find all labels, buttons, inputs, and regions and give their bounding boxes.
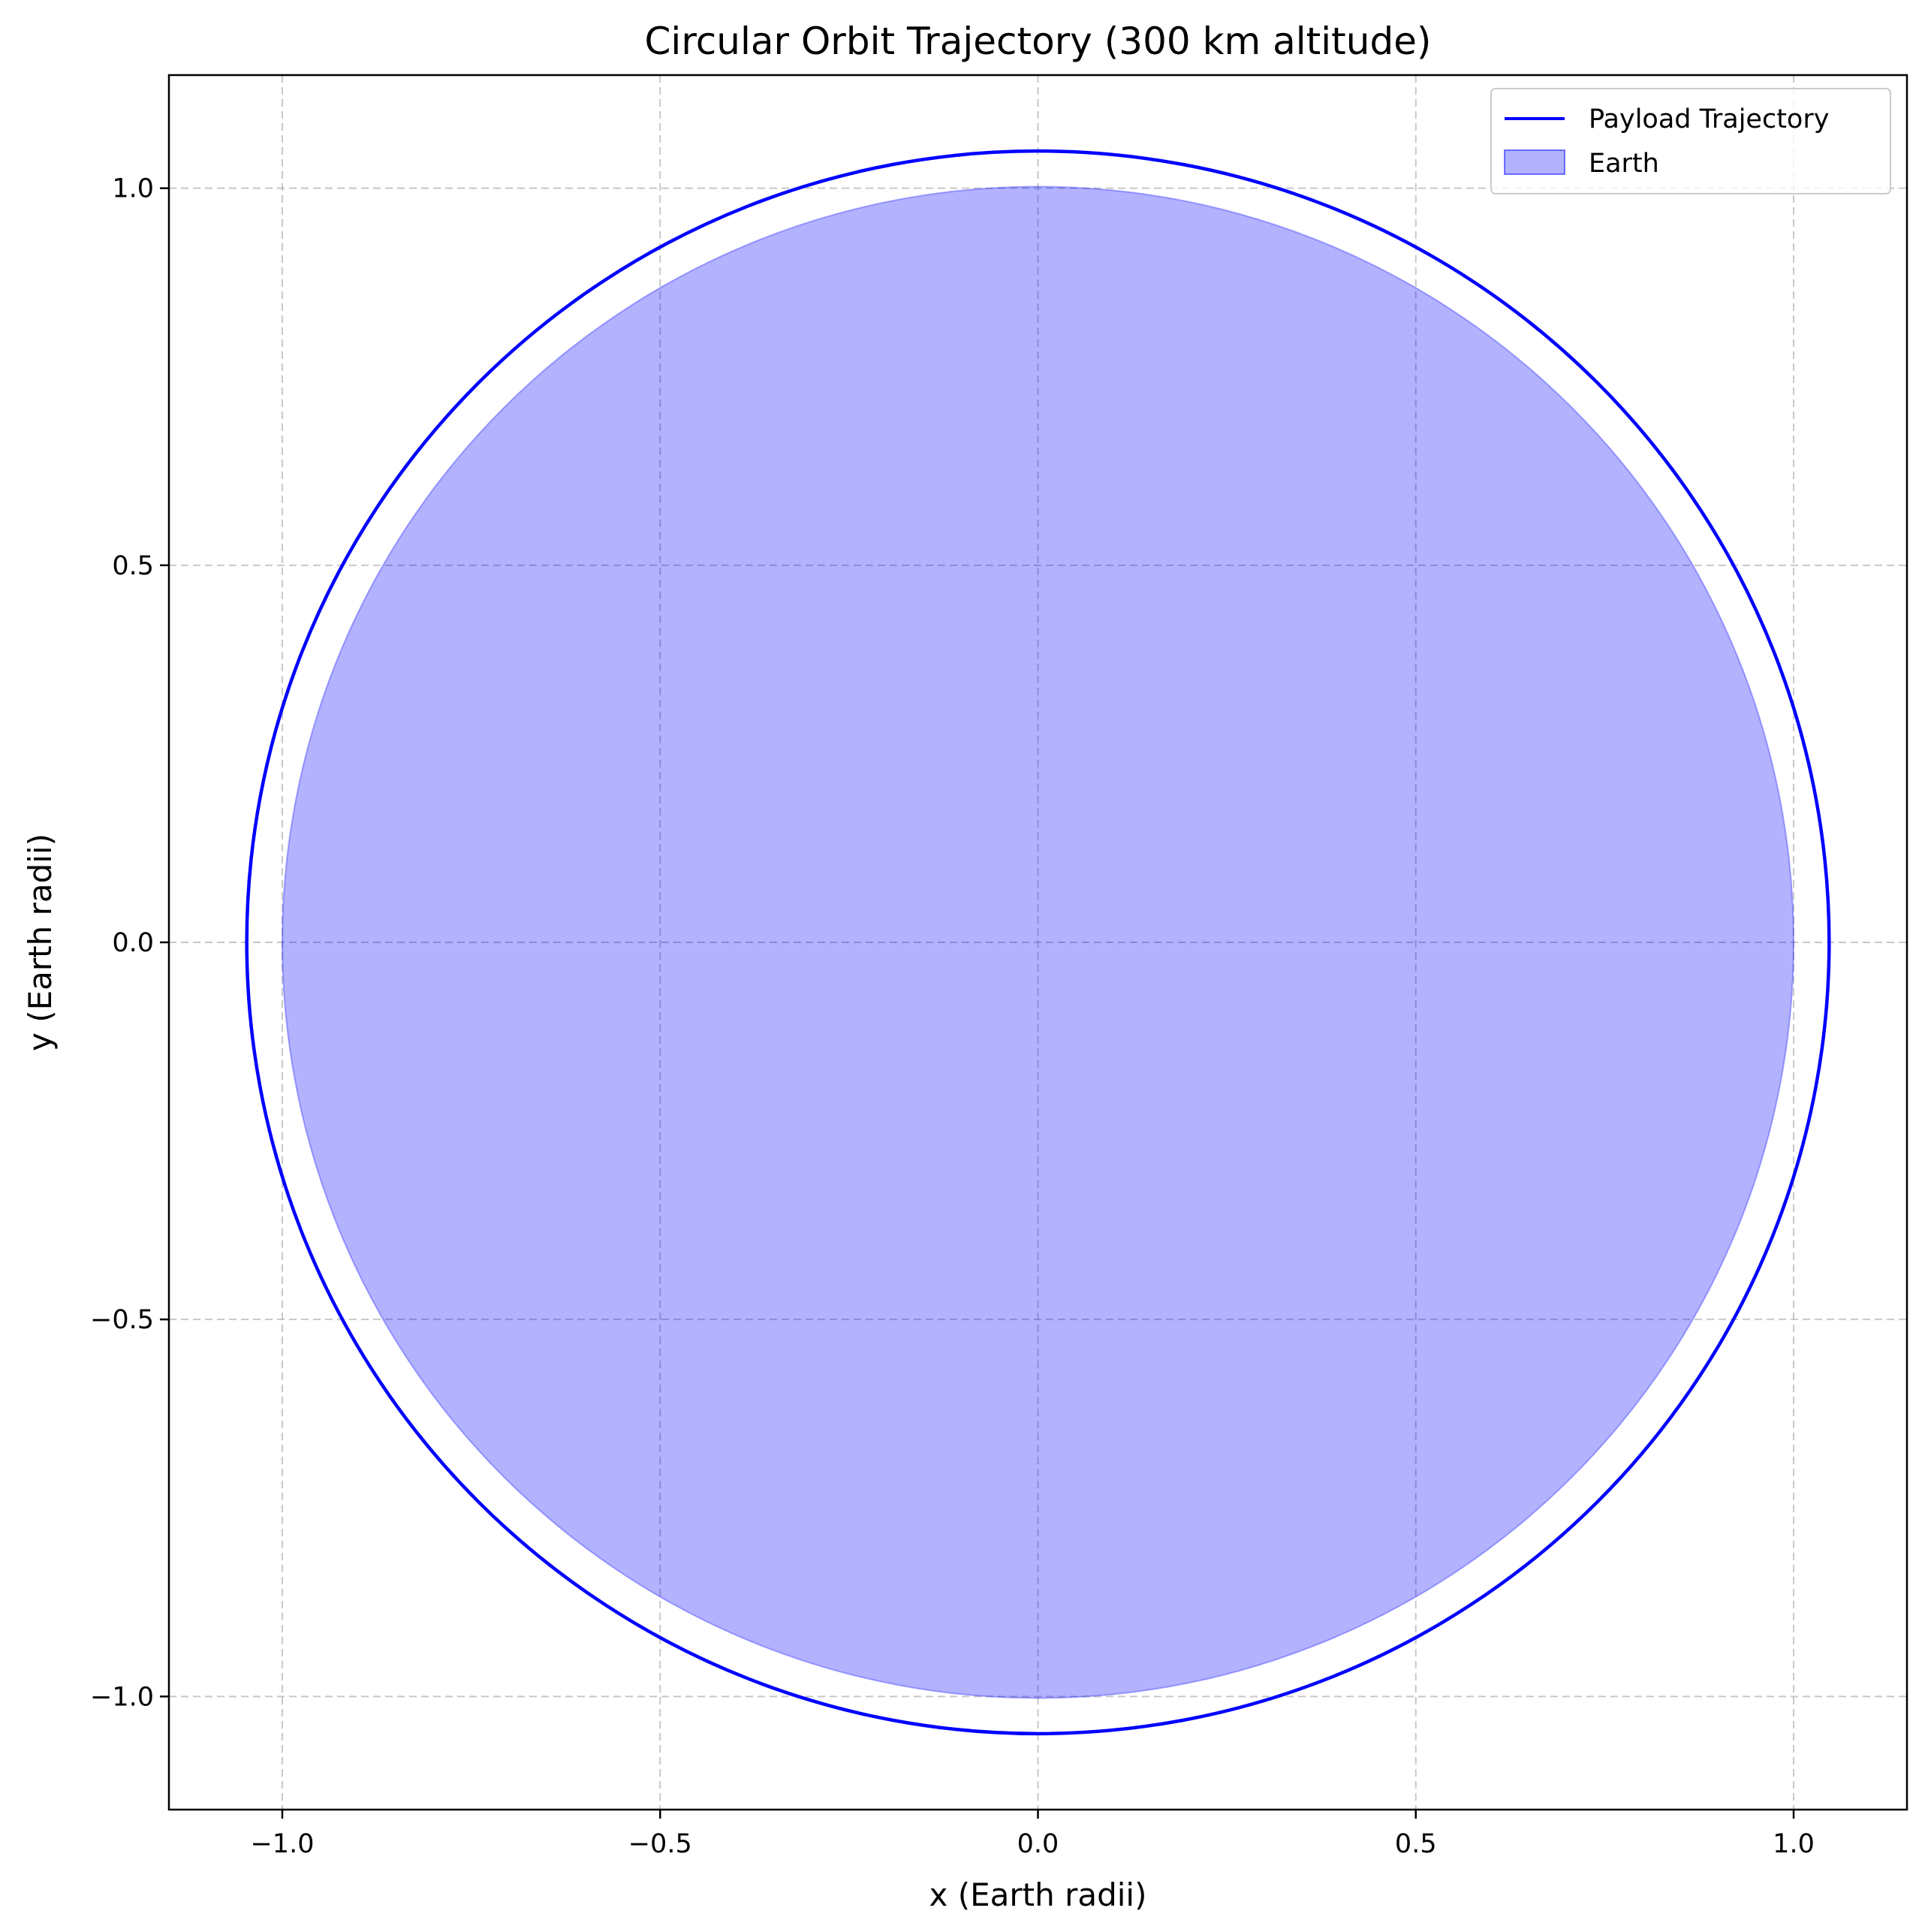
legend-swatch-earth (1504, 149, 1565, 175)
y-tick-label-0: −1.0 (90, 1682, 154, 1712)
legend-box (1490, 88, 1891, 194)
x-tick-label-0: −1.0 (250, 1829, 314, 1859)
chart-title: Circular Orbit Trajectory (300 km altitu… (645, 20, 1432, 63)
x-tick-label-4: 1.0 (1773, 1829, 1815, 1859)
x-tick-label-3: 0.5 (1395, 1829, 1437, 1859)
x-axis-label: x (Earth radii) (929, 1876, 1147, 1913)
y-tick-label-4: 1.0 (112, 174, 154, 204)
data-layer (245, 149, 1831, 1736)
x-tick-label-2: 0.0 (1017, 1829, 1059, 1859)
y-tick-label-2: 0.0 (112, 928, 154, 958)
legend-label-earth: Earth (1589, 149, 1659, 179)
legend-label-payload-trajectory: Payload Trajectory (1589, 104, 1829, 134)
ticks: −1.0 −0.5 0.0 0.5 1.0 −1.0 −0.5 0.0 0.5 1.0 (90, 174, 1815, 1859)
legend: Payload Trajectory Earth (1490, 88, 1891, 194)
y-tick-label-1: −0.5 (90, 1305, 154, 1335)
x-tick-label-1: −0.5 (628, 1829, 692, 1859)
y-tick-label-3: 0.5 (112, 551, 154, 581)
earth-disk (281, 185, 1795, 1699)
y-axis-label: y (Earth radii) (22, 833, 59, 1051)
payload-trajectory-line (245, 149, 1831, 1736)
